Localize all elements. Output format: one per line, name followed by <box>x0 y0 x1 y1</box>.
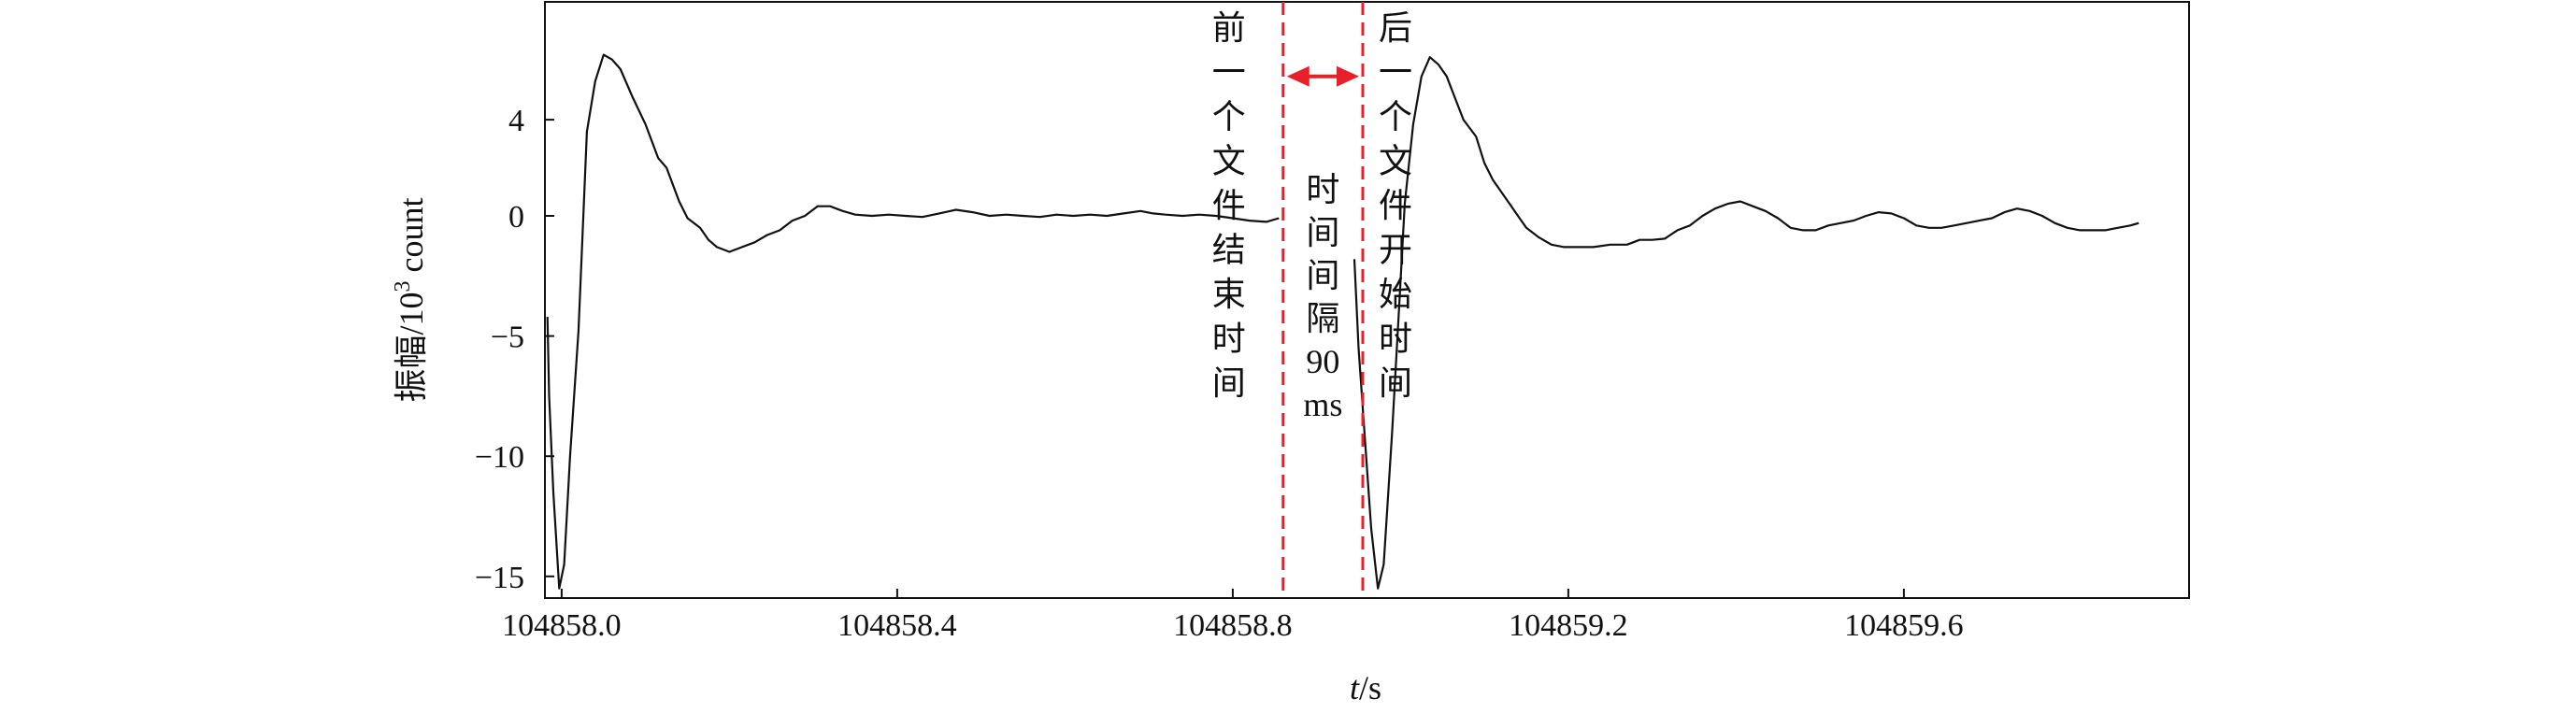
annotation-prev-file-end: 个 <box>1212 98 1246 135</box>
y-tick-label: 0 <box>508 200 524 235</box>
annotation-prev-file-end: 文 <box>1212 143 1246 180</box>
annotation-time-gap: 间 <box>1306 257 1339 294</box>
annotation-prev-file-end: 间 <box>1212 364 1246 402</box>
annotation-time-gap: 90 <box>1306 343 1339 380</box>
y-tick-label: 4 <box>508 104 524 138</box>
annotation-time-gap: 时 <box>1306 171 1339 208</box>
y-tick-label: −5 <box>491 321 524 355</box>
annotation-time-gap: 间 <box>1306 214 1339 251</box>
annotation-time-gap: 隔 <box>1306 300 1339 337</box>
annotation-prev-file-end: 一 <box>1212 54 1246 92</box>
y-tick-label: −10 <box>475 440 524 475</box>
annotation-next-file-start: 后 <box>1379 9 1412 47</box>
annotation-prev-file-end: 件 <box>1212 187 1246 224</box>
annotation-next-file-start: 个 <box>1379 98 1412 135</box>
interval-arrow-head-left <box>1286 65 1309 87</box>
y-tick-label: −15 <box>475 561 524 595</box>
annotation-time-gap: ms <box>1303 386 1342 423</box>
annotation-next-file-start: 间 <box>1379 364 1412 402</box>
y-axis-title: 振幅/103 count <box>391 198 430 403</box>
x-tick-label: 104858.8 <box>1173 608 1293 643</box>
plot-frame <box>544 1 2190 599</box>
annotation-prev-file-end: 结 <box>1212 232 1246 269</box>
annotation-next-file-start: 文 <box>1379 143 1412 180</box>
annotation-next-file-start: 时 <box>1379 321 1412 358</box>
x-tick-label: 104858.0 <box>502 608 622 643</box>
x-tick-label: 104859.6 <box>1844 608 1964 643</box>
x-tick-label: 104859.2 <box>1509 608 1628 643</box>
annotation-prev-file-end: 束 <box>1212 276 1246 313</box>
waveform-line <box>546 53 1280 590</box>
axis-ticks: 104858.0 104858.4 104858.8 104859.2 104859.6… <box>475 104 1964 643</box>
interval-arrow-head-right <box>1337 65 1360 87</box>
annotation-prev-file-end: 前 <box>1212 9 1246 47</box>
waveform-line <box>1352 56 2140 590</box>
annotation-next-file-start: 始 <box>1379 276 1412 313</box>
annotation-next-file-start: 一 <box>1379 54 1412 92</box>
x-axis-title: t/s <box>1350 669 1381 706</box>
annotation-next-file-start: 开 <box>1379 232 1412 269</box>
annotation-prev-file-end: 时 <box>1212 321 1246 358</box>
x-tick-label: 104858.4 <box>837 608 957 643</box>
annotation-next-file-start: 件 <box>1379 187 1412 224</box>
data-series <box>546 53 2140 590</box>
time-gap-markers <box>1281 2 1365 598</box>
